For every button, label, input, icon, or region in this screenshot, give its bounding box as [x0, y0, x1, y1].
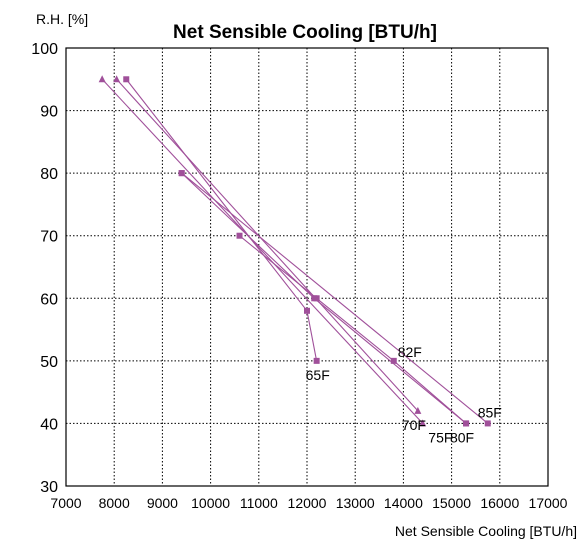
y-axis-label: R.H. [%] — [36, 11, 88, 27]
tick-labels: 7000 8000 9000 10000 11000 12000 13000 14000 150… — [31, 41, 567, 511]
y-tick-label: 30 — [40, 479, 58, 496]
x-tick-label: 10000 — [191, 495, 230, 511]
data-point — [123, 76, 130, 83]
data-point — [313, 295, 320, 302]
series-label: 85F — [478, 404, 502, 420]
series-label: 80F — [450, 429, 474, 445]
y-tick-label: 40 — [40, 416, 58, 433]
plot-area-frame — [65, 47, 549, 487]
x-tick-label: 16000 — [480, 495, 519, 511]
marker-layer — [98, 75, 491, 427]
x-tick-label: 17000 — [529, 495, 568, 511]
y-tick-label: 100 — [31, 41, 58, 58]
data-point — [313, 357, 320, 364]
x-tick-label: 15000 — [432, 495, 471, 511]
x-tick-label: 8000 — [99, 495, 130, 511]
y-tick-label: 90 — [40, 104, 58, 121]
series-label: 75F — [428, 429, 452, 445]
chart-title: Net Sensible Cooling [BTU/h] — [173, 22, 437, 43]
series-label: 70F — [402, 417, 426, 433]
x-tick-label: 13000 — [336, 495, 375, 511]
y-tick-label: 80 — [40, 166, 58, 183]
series-line — [116, 78, 419, 412]
data-point — [463, 420, 470, 427]
data-point — [98, 75, 106, 83]
x-axis-label: Net Sensible Cooling [BTU/h] — [395, 523, 577, 539]
data-point — [419, 419, 427, 427]
data-point — [414, 406, 422, 414]
x-tick-label: 11000 — [240, 495, 278, 511]
series-line — [239, 235, 467, 424]
x-tick-label: 9000 — [147, 495, 178, 511]
data-point — [178, 170, 185, 177]
grid — [66, 48, 548, 486]
series-line — [101, 78, 424, 424]
series-label: 65F — [306, 367, 330, 383]
data-point — [304, 307, 310, 314]
series-line — [181, 172, 489, 424]
series-label: 82F — [398, 344, 422, 360]
data-point — [484, 420, 491, 427]
data-point — [113, 75, 121, 83]
data-point — [236, 232, 243, 239]
y-tick-label: 50 — [40, 354, 58, 371]
x-tick-label: 12000 — [288, 495, 327, 511]
x-tick-label: 14000 — [384, 495, 423, 511]
y-tick-label: 60 — [40, 291, 58, 308]
y-tick-label: 70 — [40, 229, 58, 246]
data-point — [390, 357, 397, 364]
x-tick-label: 7000 — [50, 495, 81, 511]
series-layer — [101, 78, 489, 424]
